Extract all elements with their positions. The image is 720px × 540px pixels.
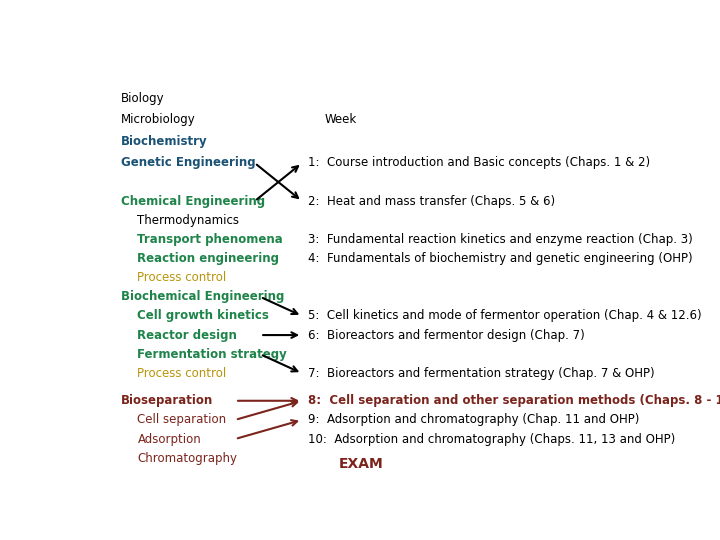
Text: Microbiology: Microbiology xyxy=(121,113,195,126)
Text: Process control: Process control xyxy=(138,367,227,380)
Text: Thermodynamics: Thermodynamics xyxy=(138,214,240,227)
Text: 4:  Fundamentals of biochemistry and genetic engineering (OHP): 4: Fundamentals of biochemistry and gene… xyxy=(307,252,692,265)
Text: 9:  Adsorption and chromatography (Chap. 11 and OHP): 9: Adsorption and chromatography (Chap. … xyxy=(307,414,639,427)
Text: 8:  Cell separation and other separation methods (Chaps. 8 - 10): 8: Cell separation and other separation … xyxy=(307,394,720,407)
Text: Reactor design: Reactor design xyxy=(138,328,238,342)
Text: Cell growth kinetics: Cell growth kinetics xyxy=(138,309,269,322)
Text: Biochemistry: Biochemistry xyxy=(121,135,207,148)
Text: EXAM: EXAM xyxy=(338,457,383,471)
Text: Chromatography: Chromatography xyxy=(138,451,238,464)
Text: 6:  Bioreactors and fermentor design (Chap. 7): 6: Bioreactors and fermentor design (Cha… xyxy=(307,328,585,342)
Text: Week: Week xyxy=(324,113,356,126)
Text: Adsorption: Adsorption xyxy=(138,433,201,446)
Text: Biochemical Engineering: Biochemical Engineering xyxy=(121,291,284,303)
Text: 5:  Cell kinetics and mode of fermentor operation (Chap. 4 & 12.6): 5: Cell kinetics and mode of fermentor o… xyxy=(307,309,701,322)
Text: Biology: Biology xyxy=(121,92,164,105)
Text: 10:  Adsorption and chromatography (Chaps. 11, 13 and OHP): 10: Adsorption and chromatography (Chaps… xyxy=(307,433,675,446)
Text: 2:  Heat and mass transfer (Chaps. 5 & 6): 2: Heat and mass transfer (Chaps. 5 & 6) xyxy=(307,195,554,208)
Text: Fermentation strategy: Fermentation strategy xyxy=(138,348,287,361)
Text: Genetic Engineering: Genetic Engineering xyxy=(121,157,256,170)
Text: Chemical Engineering: Chemical Engineering xyxy=(121,195,265,208)
Text: Reaction engineering: Reaction engineering xyxy=(138,252,279,265)
Text: 1:  Course introduction and Basic concepts (Chaps. 1 & 2): 1: Course introduction and Basic concept… xyxy=(307,157,649,170)
Text: Cell separation: Cell separation xyxy=(138,414,227,427)
Text: 3:  Fundamental reaction kinetics and enzyme reaction (Chap. 3): 3: Fundamental reaction kinetics and enz… xyxy=(307,233,693,246)
Text: Bioseparation: Bioseparation xyxy=(121,394,213,407)
Text: Process control: Process control xyxy=(138,271,227,284)
Text: Transport phenomena: Transport phenomena xyxy=(138,233,283,246)
Text: 7:  Bioreactors and fermentation strategy (Chap. 7 & OHP): 7: Bioreactors and fermentation strategy… xyxy=(307,367,654,380)
